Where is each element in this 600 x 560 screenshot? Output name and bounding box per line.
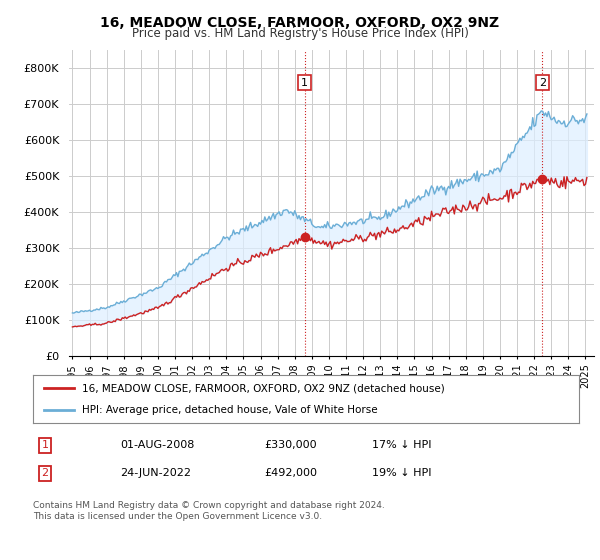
Text: 1: 1: [301, 78, 308, 88]
Text: 16, MEADOW CLOSE, FARMOOR, OXFORD, OX2 9NZ: 16, MEADOW CLOSE, FARMOOR, OXFORD, OX2 9…: [100, 16, 500, 30]
Text: 17% ↓ HPI: 17% ↓ HPI: [372, 440, 431, 450]
Text: 24-JUN-2022: 24-JUN-2022: [120, 468, 191, 478]
Text: £492,000: £492,000: [264, 468, 317, 478]
Text: 2: 2: [539, 78, 546, 88]
Text: Price paid vs. HM Land Registry's House Price Index (HPI): Price paid vs. HM Land Registry's House …: [131, 27, 469, 40]
Text: £330,000: £330,000: [264, 440, 317, 450]
Text: 19% ↓ HPI: 19% ↓ HPI: [372, 468, 431, 478]
Text: HPI: Average price, detached house, Vale of White Horse: HPI: Average price, detached house, Vale…: [82, 405, 378, 415]
Text: 2: 2: [41, 468, 49, 478]
Text: 01-AUG-2008: 01-AUG-2008: [120, 440, 194, 450]
Text: Contains HM Land Registry data © Crown copyright and database right 2024.
This d: Contains HM Land Registry data © Crown c…: [33, 501, 385, 521]
Text: 1: 1: [41, 440, 49, 450]
Text: 16, MEADOW CLOSE, FARMOOR, OXFORD, OX2 9NZ (detached house): 16, MEADOW CLOSE, FARMOOR, OXFORD, OX2 9…: [82, 383, 445, 393]
